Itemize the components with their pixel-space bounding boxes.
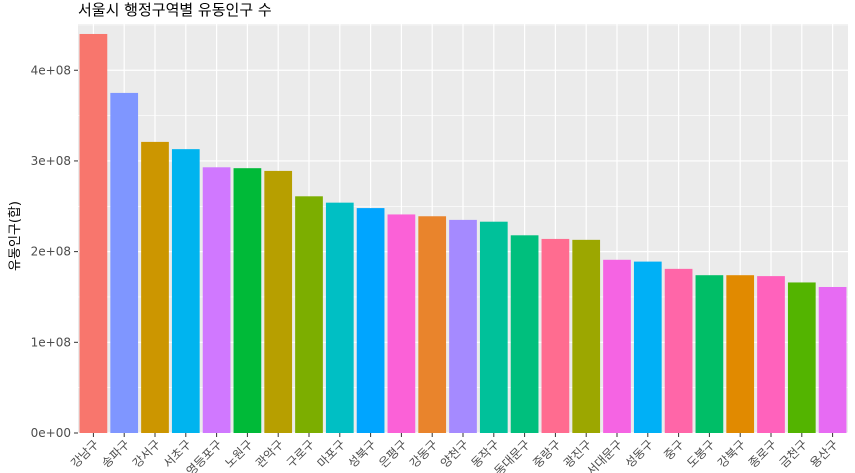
bar	[787, 282, 816, 433]
x-tick-label: 강서구	[130, 437, 163, 470]
bar	[418, 216, 447, 433]
y-tick-label: 4e+08	[31, 63, 71, 77]
bar	[726, 275, 755, 433]
x-tick-label: 서대문구	[584, 437, 625, 473]
bar	[110, 92, 139, 433]
y-tick-label: 2e+08	[31, 245, 71, 259]
bar	[695, 275, 724, 433]
y-tick-label: 0e+00	[31, 426, 71, 440]
x-tick-label: 강남구	[68, 437, 101, 470]
bar	[818, 286, 847, 433]
x-axis: 강남구송파구강서구서초구영등포구노원구관악구구로구마포구성북구은평구강동구양천구…	[68, 433, 841, 473]
x-tick-label: 도봉구	[684, 437, 717, 470]
x-tick-label: 노원구	[222, 437, 255, 470]
chart-title: 서울시 행정구역별 유동인구 수	[78, 1, 272, 19]
x-tick-label: 강동구	[407, 437, 440, 470]
x-tick-label: 용산구	[807, 437, 840, 470]
bar	[79, 33, 108, 433]
x-tick-label: 성동구	[623, 437, 656, 470]
bar	[757, 276, 785, 433]
y-axis-label: 유동인구(합)	[8, 201, 23, 271]
x-tick-label: 구로구	[284, 437, 317, 470]
bar	[387, 214, 416, 433]
bar	[233, 168, 262, 433]
y-tick-label: 1e+08	[31, 335, 71, 349]
bar	[202, 167, 231, 434]
x-tick-label: 성북구	[345, 437, 378, 470]
bar	[449, 219, 477, 433]
x-tick-label: 금천구	[776, 437, 810, 471]
bar	[479, 221, 508, 433]
x-tick-label: 송파구	[99, 437, 132, 470]
bar	[510, 235, 539, 433]
x-tick-label: 동대문구	[492, 437, 533, 473]
bar	[264, 170, 293, 434]
bar	[325, 202, 354, 433]
bar	[664, 268, 693, 433]
x-tick-label: 영등포구	[184, 437, 225, 473]
bar	[295, 196, 323, 433]
bar	[171, 149, 200, 433]
y-axis: 0e+00 1e+08 2e+08 3e+08 4e+08	[31, 63, 78, 440]
x-tick-label: 마포구	[315, 437, 348, 470]
x-tick-label: 관악구	[253, 437, 286, 470]
bar	[633, 261, 662, 433]
bar	[603, 259, 631, 433]
x-tick-label: 강북구	[715, 437, 748, 470]
bar	[572, 239, 601, 433]
y-tick-label: 3e+08	[31, 154, 71, 168]
bars	[79, 33, 847, 434]
bar	[356, 208, 385, 433]
bar	[141, 141, 169, 434]
x-tick-label: 양천구	[437, 437, 471, 471]
x-tick-label: 중구	[661, 437, 687, 463]
x-tick-label: 종로구	[746, 437, 779, 470]
x-tick-label: 은평구	[376, 437, 409, 470]
x-tick-label: 중랑구	[530, 437, 563, 470]
bar	[541, 238, 570, 433]
